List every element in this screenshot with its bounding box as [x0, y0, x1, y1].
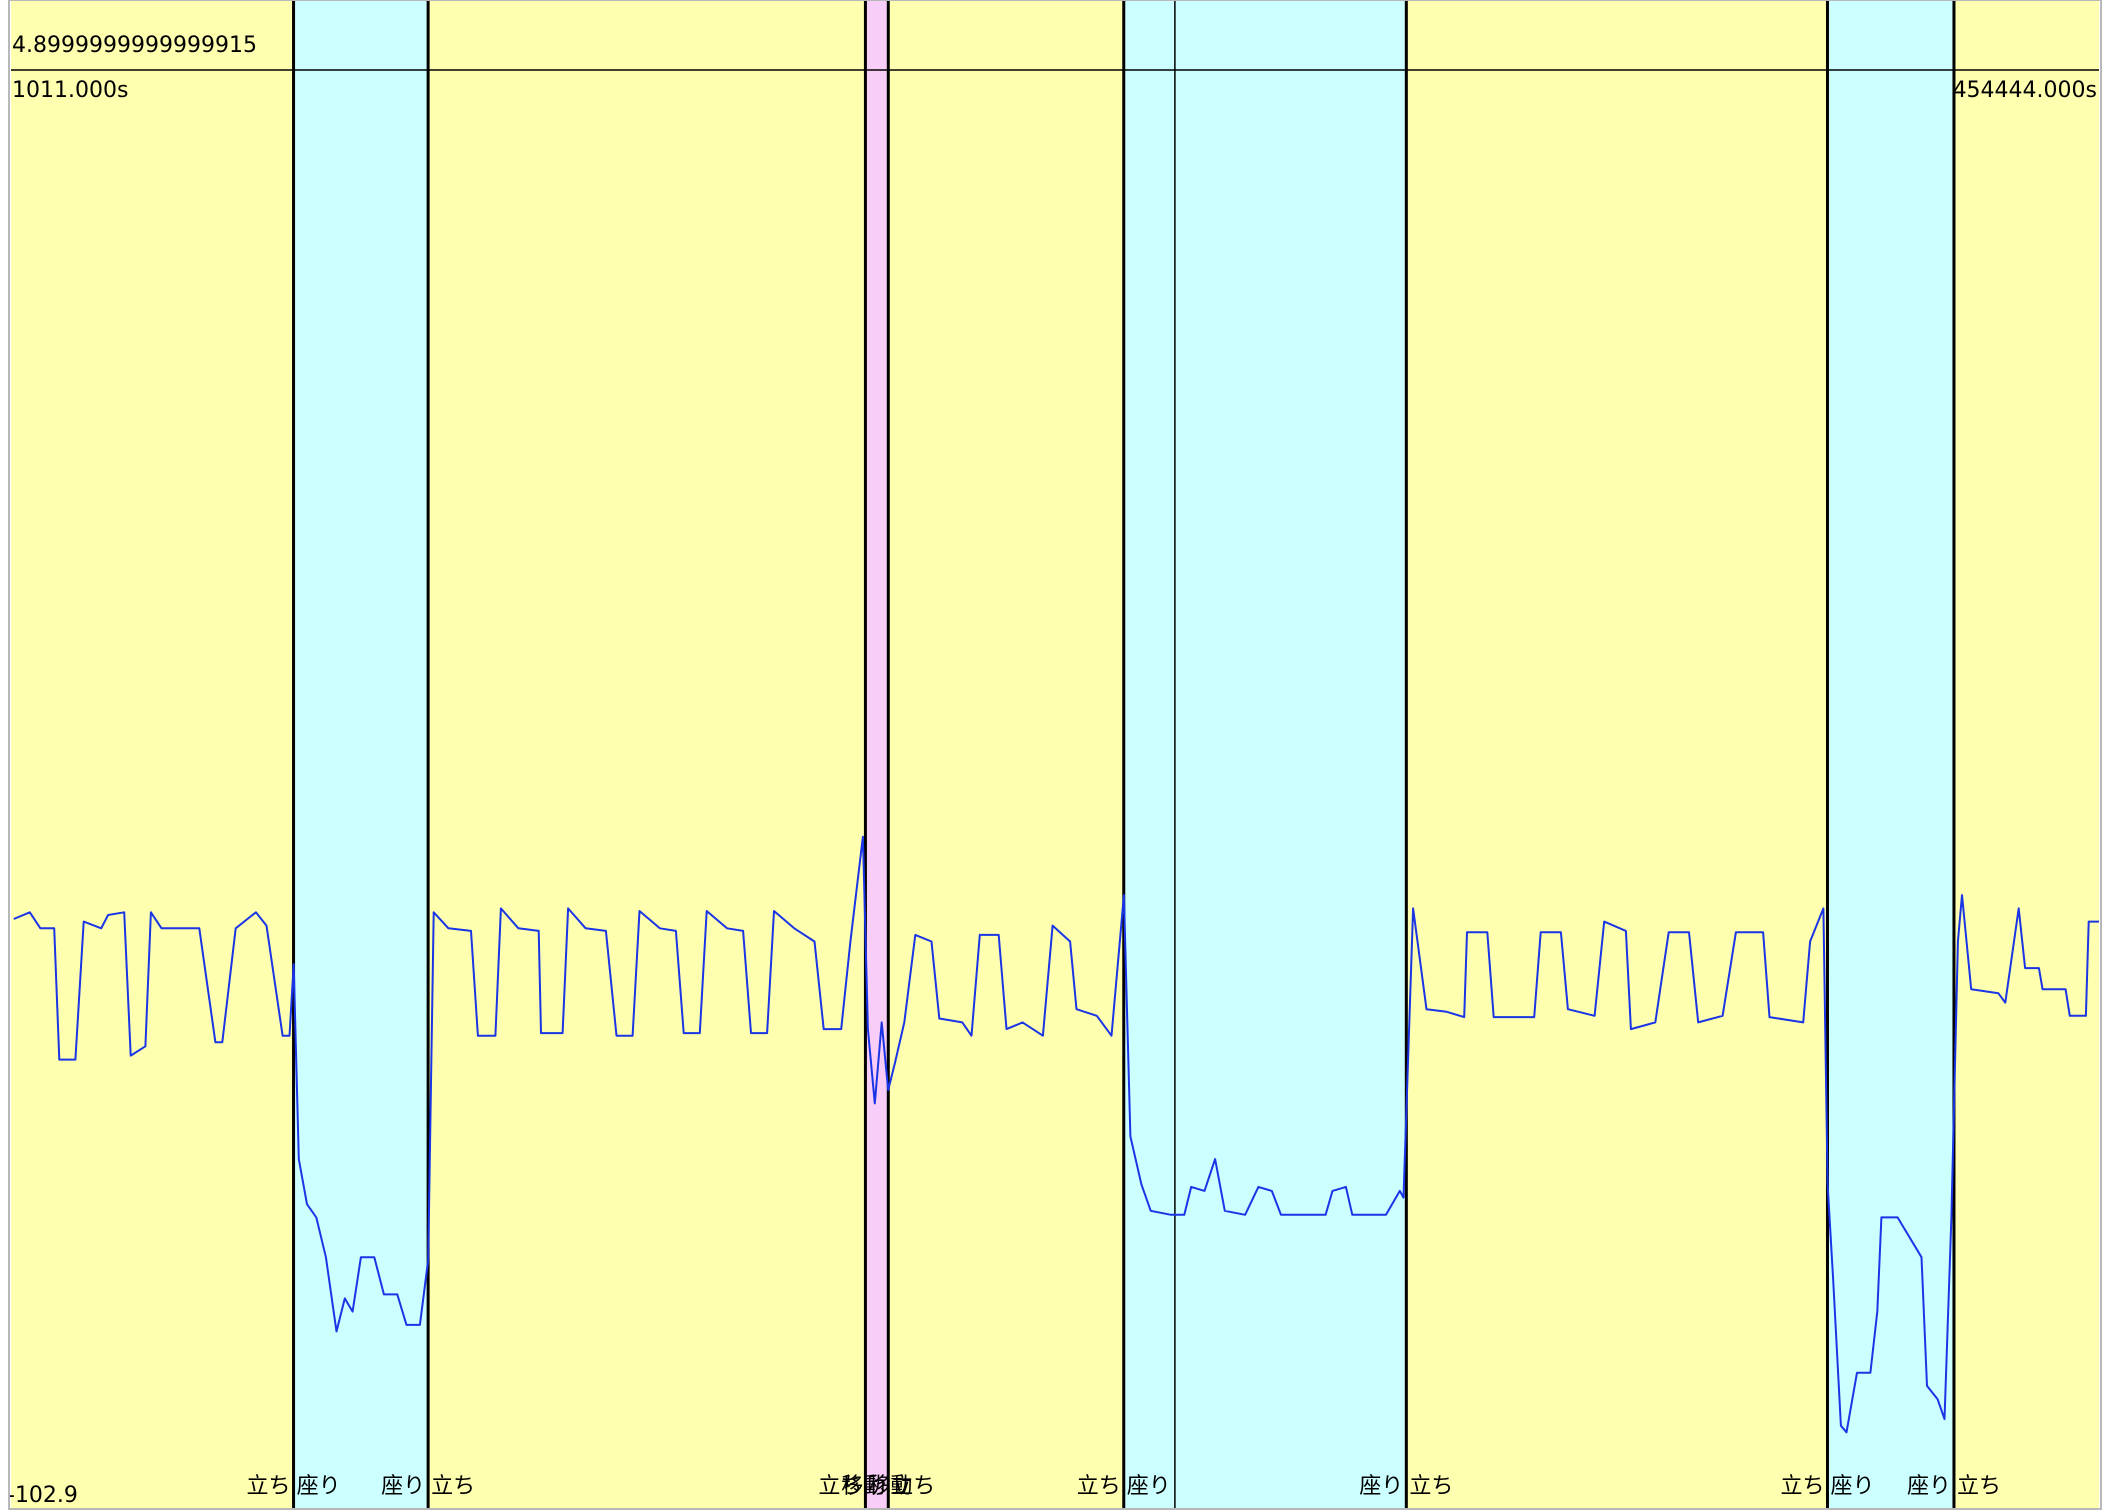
segment [1123, 0, 1407, 1510]
y-tick-label: -102.9 [7, 1483, 78, 1508]
segment [11, 0, 294, 1510]
segment-label: 座り [297, 1474, 341, 1499]
segment-label: 座り [381, 1474, 425, 1499]
segment [865, 0, 889, 1510]
segment [1953, 0, 2099, 1510]
signal-line [13, 835, 2099, 1434]
y-tick-label: 4.8999999999999915 [12, 33, 257, 58]
segments [11, 0, 2099, 1510]
segment-label: 立ち [1780, 1474, 1824, 1499]
segment-label: 座り [1830, 1474, 1874, 1499]
segment-label: 立ち [247, 1474, 291, 1499]
segment-label: 移動 [868, 1474, 912, 1499]
segment [888, 0, 1124, 1510]
overlay: 4.8999999999999915 -102.9 1011.000s 454444.… [7, 0, 2099, 1510]
segment-label: 座り [1127, 1474, 1171, 1499]
segment-label: 立ち [891, 1474, 935, 1499]
segment-label: 立ち [1957, 1474, 2001, 1499]
x-tick-label: 454444.000s [1953, 78, 2097, 103]
segment [293, 0, 429, 1510]
segment-label: 立ち [431, 1474, 475, 1499]
segment [428, 0, 866, 1510]
segment-label: 立ち [818, 1474, 862, 1499]
segment-label: 立ち [1409, 1474, 1453, 1499]
segment-label: 座り [1359, 1474, 1403, 1499]
segment-label: 立ち [1077, 1474, 1121, 1499]
segment-label: 座り [1907, 1474, 1951, 1499]
segment [1406, 0, 1828, 1510]
x-tick-label: 1011.000s [12, 78, 128, 103]
frame [8, 0, 2102, 1510]
segment [1827, 0, 1954, 1510]
segment-label: 移動 [841, 1474, 885, 1499]
